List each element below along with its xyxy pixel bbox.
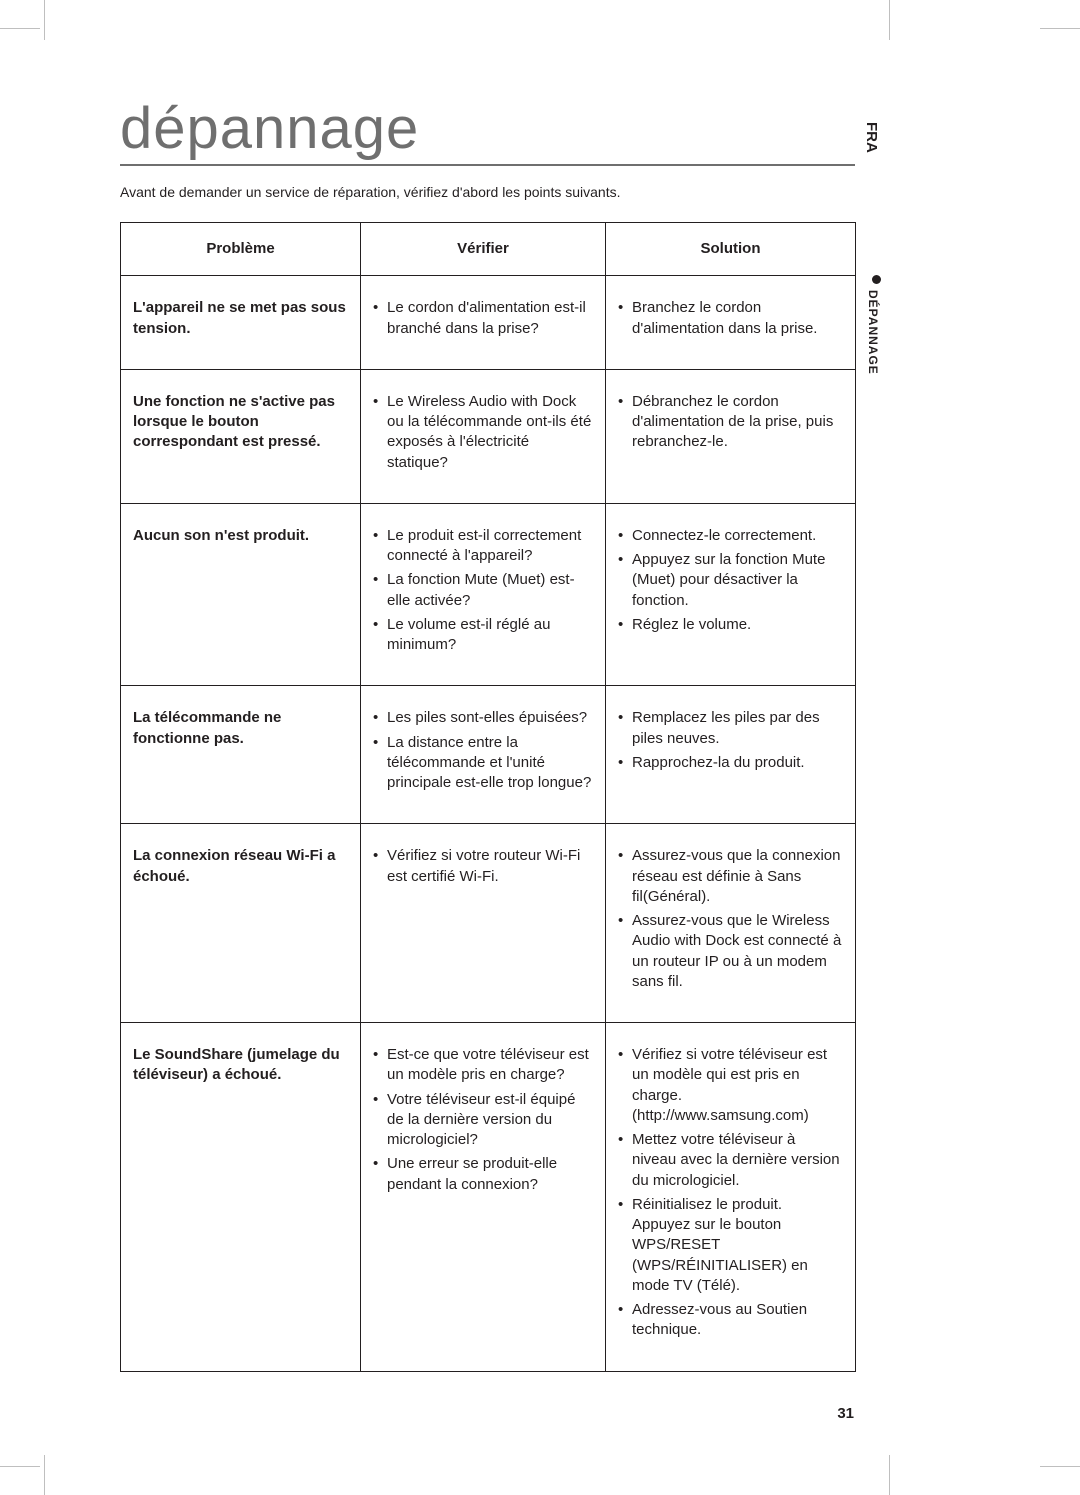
solution-cell: Débranchez le cordon d'alimentation de l… (606, 369, 856, 503)
check-item: La distance entre la télécommande et l'u… (373, 733, 593, 794)
solution-item: Appuyez sur la fonction Mute (Muet) pour… (618, 550, 843, 611)
check-cell: Est-ce que votre téléviseur est un modèl… (361, 1023, 606, 1372)
col-header-check: Vérifier (361, 223, 606, 276)
check-item: Les piles sont-elles épuisées? (373, 708, 593, 728)
solution-cell: Connectez-le correctement. Appuyez sur la… (606, 503, 856, 686)
problem-cell: Une fonction ne s'active pas lorsque le … (121, 369, 361, 503)
check-item: Vérifiez si votre routeur Wi-Fi est cert… (373, 846, 593, 887)
check-cell: Les piles sont-elles épuisées? La distanc… (361, 686, 606, 824)
table-row: L'appareil ne se met pas sous tension. Le… (121, 276, 856, 370)
intro-text: Avant de demander un service de réparati… (120, 184, 855, 200)
solution-item: Branchez le cordon d'alimentation dans l… (618, 298, 843, 339)
check-item: Votre téléviseur est-il équipé de la der… (373, 1090, 593, 1151)
problem-cell: La connexion réseau Wi-Fi a échoué. (121, 824, 361, 1023)
solution-cell: Branchez le cordon d'alimentation dans l… (606, 276, 856, 370)
check-list: Le Wireless Audio with Dock ou la téléco… (373, 392, 593, 473)
solution-cell: Assurez-vous que la connexion réseau est… (606, 824, 856, 1023)
col-header-solution: Solution (606, 223, 856, 276)
check-cell: Le Wireless Audio with Dock ou la téléco… (361, 369, 606, 503)
solution-cell: Remplacez les piles par des piles neuves… (606, 686, 856, 824)
problem-cell: Aucun son n'est produit. (121, 503, 361, 686)
check-list: Le cordon d'alimentation est-il branché … (373, 298, 593, 339)
check-list: Vérifiez si votre routeur Wi-Fi est cert… (373, 846, 593, 887)
solution-item: Assurez-vous que la connexion réseau est… (618, 846, 843, 907)
page-number: 31 (837, 1405, 854, 1422)
check-item: La fonction Mute (Muet) est-elle activée… (373, 570, 593, 611)
solution-item: Assurez-vous que le Wireless Audio with … (618, 911, 843, 992)
solution-item: Rapprochez-la du produit. (618, 753, 843, 773)
page-content: dépannage Avant de demander un service d… (120, 95, 855, 1372)
solution-item: Réinitialisez le produit. Appuyez sur le… (618, 1195, 843, 1296)
solution-item: Adressez-vous au Soutien technique. (618, 1300, 843, 1341)
solution-item: Connectez-le correctement. (618, 526, 843, 546)
col-header-problem: Problème (121, 223, 361, 276)
solution-list: Remplacez les piles par des piles neuves… (618, 708, 843, 773)
solution-cell: Vérifiez si votre téléviseur est un modè… (606, 1023, 856, 1372)
page-title: dépannage (120, 95, 855, 166)
table-row: La connexion réseau Wi-Fi a échoué. Vérif… (121, 824, 856, 1023)
solution-list: Vérifiez si votre téléviseur est un modè… (618, 1045, 843, 1341)
solution-list: Connectez-le correctement. Appuyez sur la… (618, 526, 843, 635)
problem-cell: Le SoundShare (jumelage du téléviseur) a… (121, 1023, 361, 1372)
check-list: Les piles sont-elles épuisées? La distanc… (373, 708, 593, 793)
table-row: Aucun son n'est produit. Le produit est-i… (121, 503, 856, 686)
solution-list: Débranchez le cordon d'alimentation de l… (618, 392, 843, 453)
check-list: Est-ce que votre téléviseur est un modèl… (373, 1045, 593, 1195)
solution-list: Branchez le cordon d'alimentation dans l… (618, 298, 843, 339)
solution-item: Mettez votre téléviseur à niveau avec la… (618, 1130, 843, 1191)
solution-item: Remplacez les piles par des piles neuves… (618, 708, 843, 749)
solution-item: Réglez le volume. (618, 615, 843, 635)
table-row: Une fonction ne s'active pas lorsque le … (121, 369, 856, 503)
solution-item: Débranchez le cordon d'alimentation de l… (618, 392, 843, 453)
check-cell: Le cordon d'alimentation est-il branché … (361, 276, 606, 370)
check-item: Est-ce que votre téléviseur est un modèl… (373, 1045, 593, 1086)
side-language-label: FRA (863, 122, 880, 153)
table-header-row: Problème Vérifier Solution (121, 223, 856, 276)
problem-cell: L'appareil ne se met pas sous tension. (121, 276, 361, 370)
side-section-label: DÉPANNAGE (866, 290, 880, 375)
solution-list: Assurez-vous que la connexion réseau est… (618, 846, 843, 992)
solution-item: Vérifiez si votre téléviseur est un modè… (618, 1045, 843, 1126)
check-cell: Le produit est-il correctement connecté … (361, 503, 606, 686)
side-section-bullet (872, 275, 881, 284)
check-list: Le produit est-il correctement connecté … (373, 526, 593, 656)
troubleshooting-table: Problème Vérifier Solution L'appareil ne… (120, 222, 856, 1372)
check-item: Le produit est-il correctement connecté … (373, 526, 593, 567)
table-row: Le SoundShare (jumelage du téléviseur) a… (121, 1023, 856, 1372)
problem-cell: La télécommande ne fonctionne pas. (121, 686, 361, 824)
check-cell: Vérifiez si votre routeur Wi-Fi est cert… (361, 824, 606, 1023)
check-item: Le volume est-il réglé au minimum? (373, 615, 593, 656)
check-item: Le Wireless Audio with Dock ou la téléco… (373, 392, 593, 473)
check-item: Le cordon d'alimentation est-il branché … (373, 298, 593, 339)
table-row: La télécommande ne fonctionne pas.Les pi… (121, 686, 856, 824)
check-item: Une erreur se produit-elle pendant la co… (373, 1154, 593, 1195)
